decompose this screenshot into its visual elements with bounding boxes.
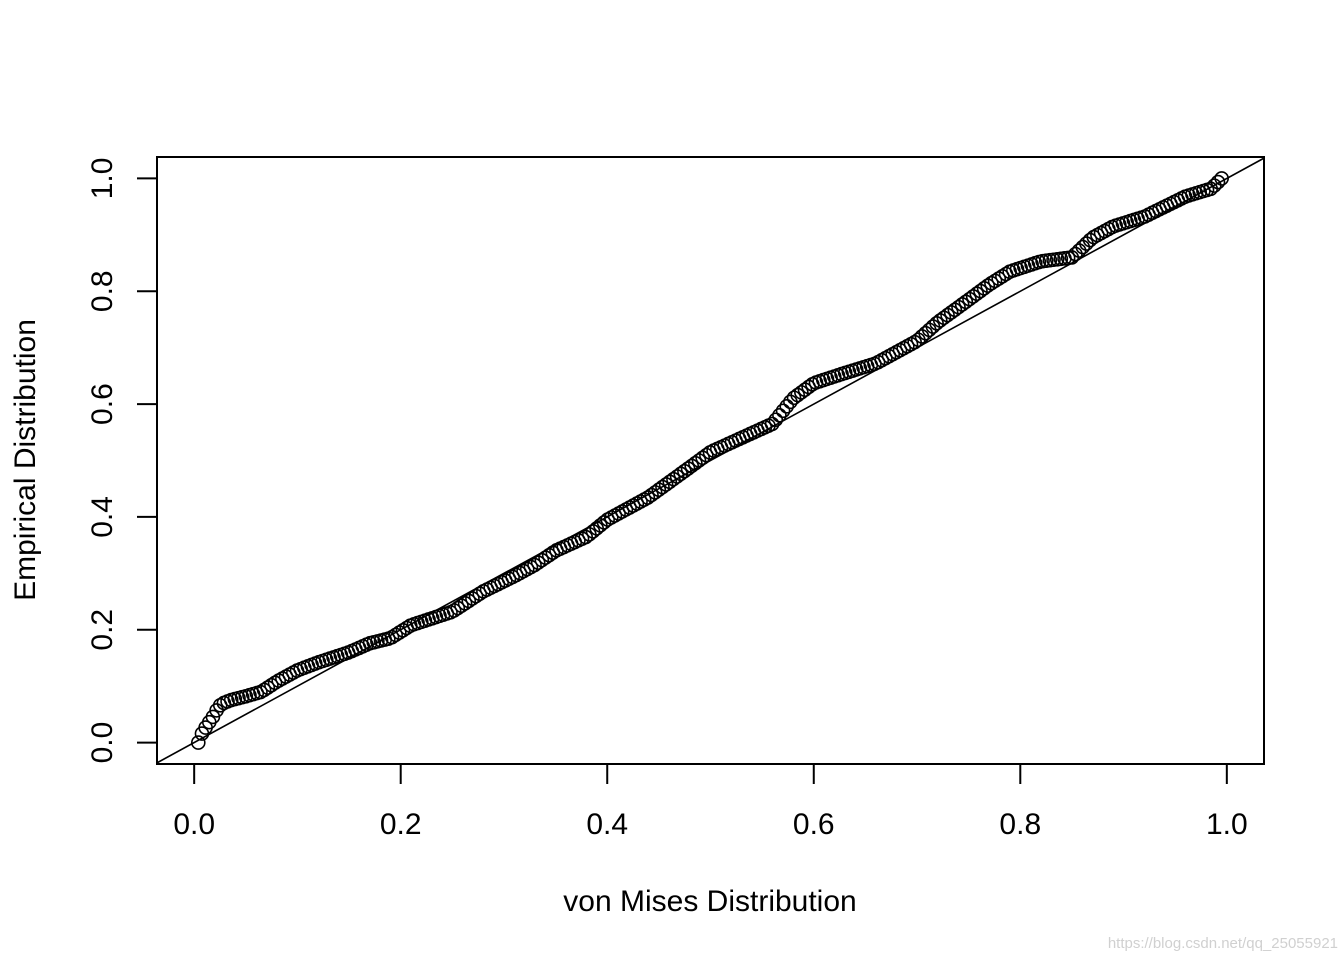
data-point xyxy=(969,286,985,302)
x-tick-label: 0.2 xyxy=(380,808,422,841)
data-point xyxy=(384,629,400,645)
data-point xyxy=(461,593,477,609)
data-point xyxy=(943,305,959,320)
data-point xyxy=(468,588,484,604)
data-point xyxy=(534,552,550,568)
data-point xyxy=(958,294,974,310)
data-point xyxy=(472,586,488,602)
data-points-group xyxy=(191,171,1229,750)
data-point xyxy=(995,268,1010,284)
data-point xyxy=(446,603,462,618)
data-point xyxy=(388,627,403,643)
data-point xyxy=(395,622,411,638)
data-point xyxy=(684,458,700,474)
data-point xyxy=(1210,174,1226,190)
data-point xyxy=(454,598,469,614)
data-point xyxy=(457,596,473,611)
data-point xyxy=(1075,239,1091,255)
data-point xyxy=(951,299,966,315)
data-point xyxy=(947,302,963,318)
data-point xyxy=(538,550,553,565)
data-point xyxy=(936,310,952,326)
data-point xyxy=(191,735,206,750)
data-point xyxy=(962,291,977,307)
y-axis-title: Empirical Distribution xyxy=(9,319,42,601)
x-tick-label: 0.4 xyxy=(586,808,628,841)
data-point xyxy=(677,463,692,479)
data-point xyxy=(991,271,1007,286)
data-point xyxy=(772,407,787,423)
data-point xyxy=(797,382,813,397)
data-point xyxy=(260,680,276,695)
data-point xyxy=(541,547,557,563)
data-point xyxy=(662,474,678,490)
data-point xyxy=(790,387,805,403)
data-point xyxy=(669,469,685,484)
x-axis: 0.0 0.2 0.4 0.6 0.8 1.0 xyxy=(173,763,1248,841)
data-point xyxy=(530,555,546,570)
data-point xyxy=(651,482,667,498)
data-point xyxy=(1082,232,1098,248)
data-point xyxy=(775,403,791,419)
y-tick-label: 0.8 xyxy=(86,270,119,312)
data-point xyxy=(256,682,272,698)
x-tick-label: 0.0 xyxy=(173,808,215,841)
data-point xyxy=(640,490,656,505)
data-point xyxy=(267,675,283,691)
data-point xyxy=(691,453,707,468)
x-tick-label: 0.6 xyxy=(793,808,835,841)
data-point xyxy=(673,466,689,482)
y-tick-label: 0.2 xyxy=(86,609,119,651)
data-point xyxy=(976,281,992,296)
data-point xyxy=(954,297,970,312)
data-point xyxy=(973,283,988,299)
y-tick-label: 1.0 xyxy=(86,158,119,200)
data-point xyxy=(450,600,466,616)
data-point xyxy=(465,591,480,606)
data-point xyxy=(987,273,1003,289)
data-point xyxy=(658,477,674,492)
data-point xyxy=(764,416,780,432)
x-axis-title: von Mises Distribution xyxy=(563,885,856,918)
data-point xyxy=(1071,243,1087,258)
data-point xyxy=(965,289,981,304)
data-point xyxy=(779,398,795,414)
data-point xyxy=(984,275,999,291)
x-tick-label: 1.0 xyxy=(1206,808,1248,841)
data-point xyxy=(1214,171,1229,186)
data-point xyxy=(688,455,703,471)
data-point xyxy=(644,487,659,503)
data-point xyxy=(596,515,612,530)
data-point xyxy=(699,447,714,463)
y-tick-label: 0.6 xyxy=(86,383,119,425)
data-point xyxy=(695,450,710,466)
y-tick-label: 0.0 xyxy=(86,722,119,764)
data-point xyxy=(680,461,696,476)
data-point xyxy=(786,390,802,406)
data-point xyxy=(940,307,955,323)
data-point xyxy=(527,557,542,573)
watermark: https://blog.csdn.net/qq_25055921 xyxy=(1107,935,1338,952)
data-point xyxy=(655,479,670,495)
data-point xyxy=(666,471,681,487)
y-axis: 0.0 0.2 0.4 0.6 0.8 1.0 xyxy=(86,158,158,764)
data-point xyxy=(264,677,279,693)
data-point xyxy=(980,278,996,293)
data-point xyxy=(647,485,663,500)
data-point xyxy=(392,625,407,640)
data-point xyxy=(794,385,809,400)
data-point xyxy=(932,313,948,328)
x-tick-label: 0.8 xyxy=(999,808,1041,841)
y-tick-label: 0.4 xyxy=(86,496,119,538)
data-point xyxy=(1068,246,1083,262)
data-point xyxy=(929,315,944,331)
data-point xyxy=(768,412,784,428)
